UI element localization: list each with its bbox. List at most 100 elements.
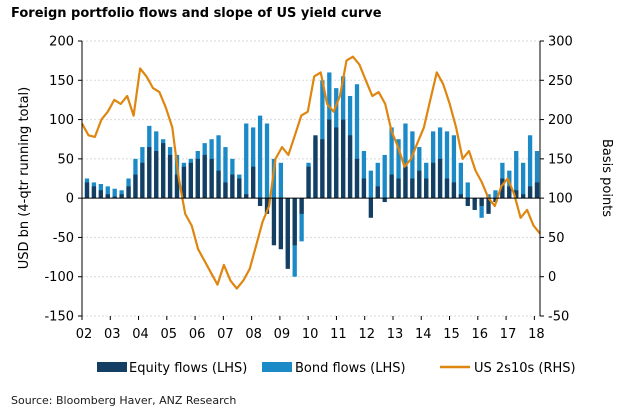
chart-source: Source: Bloomberg Haver, ANZ Research [11, 394, 237, 407]
equity-bar-57 [479, 198, 484, 206]
equity-bar-63 [521, 194, 526, 199]
equity-bar-49 [424, 178, 429, 199]
x-tick-13: 13 [387, 327, 404, 342]
y-axis-label-right: Basis points [599, 139, 614, 217]
y-tick-right-50: 50 [548, 231, 565, 246]
bond-bar-53 [451, 135, 457, 199]
equity-bar-54 [458, 194, 463, 199]
bond-bar-41 [368, 170, 373, 199]
bond-bar-20 [223, 147, 228, 199]
y-tick-left-150: 150 [49, 74, 74, 89]
bond-bar-23 [244, 123, 249, 199]
equity-bar-6 [126, 186, 131, 199]
y-tick-left--100: -100 [44, 270, 74, 285]
y-tick-right-0: 0 [548, 270, 556, 285]
equity-bar-0 [84, 182, 90, 199]
equity-bar-46 [403, 166, 408, 199]
equity-bar-55 [465, 198, 470, 206]
equity-bar-22 [237, 178, 242, 199]
legend-swatch-bond [262, 362, 292, 372]
equity-bar-11 [161, 143, 166, 199]
y-tick-right--50: -50 [548, 310, 569, 325]
equity-bar-15 [188, 162, 193, 199]
bond-bar-25 [257, 115, 263, 199]
x-tick-08: 08 [245, 327, 262, 342]
equity-bar-16 [195, 158, 200, 199]
bond-bar-28 [278, 162, 283, 199]
equity-bar-19 [216, 170, 221, 199]
equity-bar-23 [244, 194, 249, 199]
equity-bar-65 [534, 182, 540, 199]
equity-bar-44 [389, 174, 394, 199]
x-tick-02: 02 [76, 327, 93, 342]
bond-bar-40 [361, 151, 367, 199]
equity-bar-28 [278, 198, 283, 250]
legend-label-bond: Bond flows (LHS) [295, 361, 406, 376]
equity-bar-9 [147, 147, 152, 199]
equity-bar-21 [230, 174, 235, 199]
equity-bar-10 [154, 151, 159, 199]
equity-bar-53 [451, 182, 457, 199]
y-tick-right-300: 300 [548, 35, 573, 50]
equity-bar-12 [167, 154, 173, 199]
equity-bar-64 [527, 186, 533, 199]
bond-bar-59 [493, 190, 498, 199]
equity-bar-37 [341, 119, 346, 199]
bond-bar-55 [465, 182, 470, 199]
equity-bar-36 [334, 127, 339, 199]
bond-bar-24 [251, 127, 256, 199]
equity-bar-59 [493, 198, 498, 203]
bond-bar-65 [534, 151, 540, 199]
equity-bar-3 [105, 194, 110, 199]
equity-bar-32 [306, 166, 311, 199]
x-tick-05: 05 [161, 327, 178, 342]
equity-bar-2 [98, 190, 103, 199]
bond-bar-57 [479, 198, 484, 218]
equity-bar-38 [347, 135, 353, 199]
y-tick-left--150: -150 [44, 310, 74, 325]
y-tick-left--50: -50 [53, 231, 74, 246]
y-tick-left-0: 0 [66, 192, 74, 207]
equity-bar-43 [382, 198, 387, 203]
equity-bar-52 [444, 178, 450, 199]
equity-bar-39 [354, 158, 360, 199]
x-tick-09: 09 [274, 327, 291, 342]
equity-bar-31 [299, 198, 304, 214]
equity-bar-1 [91, 186, 97, 199]
legend-label-equity: Equity flows (LHS) [129, 361, 247, 376]
bond-bar-64 [527, 135, 533, 199]
equity-bar-50 [431, 162, 436, 199]
legend-swatch-equity [97, 362, 127, 372]
bond-bar-3 [105, 186, 110, 199]
equity-bar-24 [251, 166, 256, 199]
equity-bar-20 [223, 182, 228, 199]
equity-bar-51 [437, 158, 443, 199]
equity-bar-17 [202, 154, 207, 199]
equity-bar-40 [361, 178, 367, 199]
equity-bar-25 [257, 198, 263, 206]
bond-bar-63 [521, 162, 526, 199]
y-tick-right-100: 100 [548, 192, 573, 207]
y-tick-left-50: 50 [57, 152, 74, 167]
y-tick-right-250: 250 [548, 74, 573, 89]
equity-bar-62 [514, 190, 519, 199]
equity-bar-41 [368, 198, 373, 218]
equity-bar-47 [410, 178, 415, 199]
bar-layer [84, 72, 540, 277]
bond-bar-45 [396, 139, 401, 199]
bond-bar-47 [410, 131, 415, 199]
equity-bar-14 [181, 166, 187, 199]
bond-bar-39 [354, 84, 360, 199]
bond-bar-44 [389, 127, 394, 199]
equity-bar-45 [396, 178, 401, 199]
equity-bar-33 [313, 135, 318, 199]
equity-bar-27 [271, 198, 277, 246]
bond-bar-4 [112, 188, 117, 199]
x-tick-07: 07 [217, 327, 234, 342]
bond-bar-31 [299, 198, 304, 242]
equity-bar-29 [285, 198, 290, 269]
equity-bar-7 [133, 174, 138, 199]
x-tick-15: 15 [443, 327, 460, 342]
equity-bar-42 [375, 186, 380, 199]
